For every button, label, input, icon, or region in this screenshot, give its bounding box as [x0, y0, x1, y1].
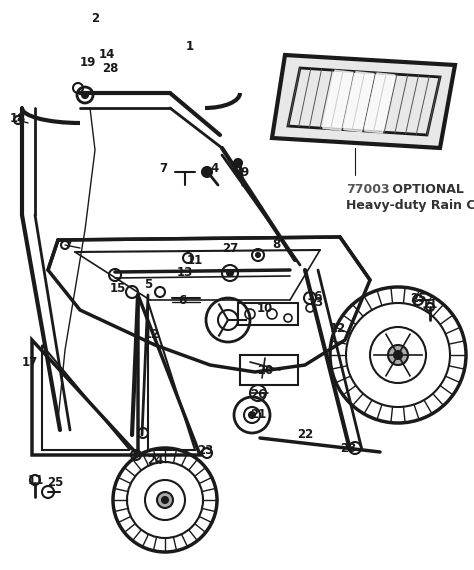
Text: Heavy-duty Rain Cover: Heavy-duty Rain Cover — [346, 199, 474, 212]
Text: 18: 18 — [10, 112, 26, 124]
Text: 3: 3 — [314, 295, 322, 308]
Text: 13: 13 — [177, 266, 193, 279]
Text: 1: 1 — [186, 40, 194, 54]
Text: 27: 27 — [222, 242, 238, 254]
Text: 20: 20 — [257, 364, 273, 377]
Text: 22: 22 — [297, 429, 313, 442]
Text: 12: 12 — [330, 321, 346, 335]
Text: 11: 11 — [422, 299, 438, 311]
Text: 25: 25 — [410, 291, 426, 304]
Polygon shape — [344, 72, 374, 132]
Circle shape — [157, 492, 173, 508]
Text: 14: 14 — [99, 48, 115, 62]
Text: 23: 23 — [340, 442, 356, 454]
Text: 28: 28 — [102, 62, 118, 75]
Text: 19: 19 — [80, 55, 96, 68]
Text: 16: 16 — [307, 290, 323, 303]
Text: 10: 10 — [257, 302, 273, 315]
Circle shape — [162, 497, 168, 503]
Text: 11: 11 — [187, 254, 203, 267]
Text: 77003: 77003 — [346, 183, 390, 196]
Circle shape — [249, 412, 255, 418]
Polygon shape — [272, 55, 455, 148]
Circle shape — [227, 270, 233, 276]
Polygon shape — [365, 73, 395, 133]
Text: 11: 11 — [28, 474, 44, 487]
Text: 8: 8 — [272, 238, 280, 250]
Text: 21: 21 — [250, 409, 266, 421]
Text: 7: 7 — [64, 238, 72, 251]
Text: 12: 12 — [144, 328, 160, 341]
Text: 17: 17 — [22, 356, 38, 368]
Circle shape — [256, 253, 260, 257]
Text: 7: 7 — [159, 161, 167, 174]
Circle shape — [388, 345, 408, 365]
Circle shape — [202, 167, 212, 177]
Text: OPTIONAL: OPTIONAL — [388, 183, 464, 196]
Circle shape — [394, 351, 402, 359]
Circle shape — [234, 159, 242, 167]
Text: 26: 26 — [250, 389, 266, 401]
Text: 15: 15 — [110, 282, 126, 295]
Text: 25: 25 — [47, 475, 63, 488]
Text: 4: 4 — [211, 161, 219, 174]
Text: 9: 9 — [241, 165, 249, 178]
Polygon shape — [323, 70, 353, 131]
Text: 23: 23 — [197, 443, 213, 457]
Circle shape — [82, 92, 88, 98]
Text: 6: 6 — [178, 294, 186, 307]
Text: 2: 2 — [91, 11, 99, 25]
Text: 5: 5 — [144, 278, 152, 291]
Text: 24: 24 — [147, 454, 163, 466]
